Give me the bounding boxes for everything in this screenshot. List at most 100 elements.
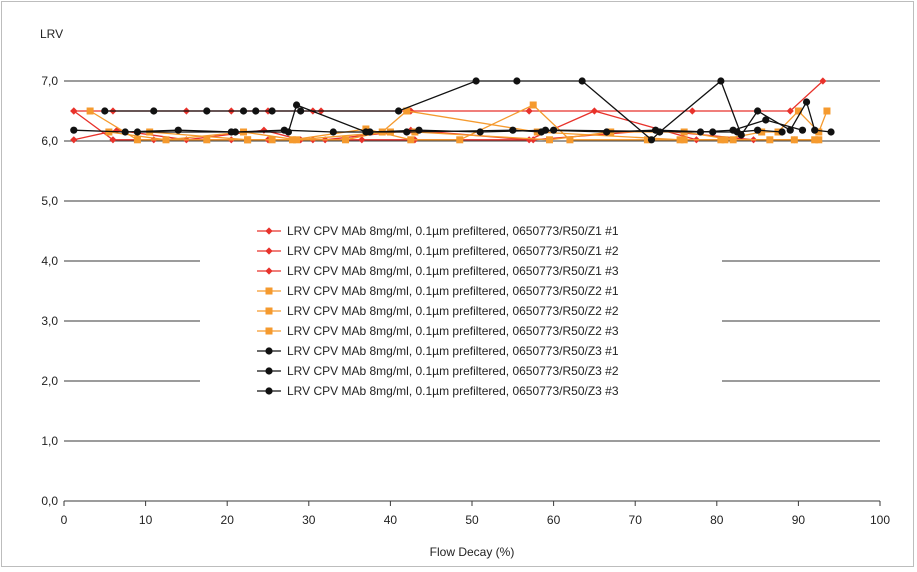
- data-point: [786, 126, 794, 134]
- legend-label: LRV CPV MAb 8mg/ml, 0.1µm prefiltered, 0…: [287, 384, 619, 398]
- data-point: [121, 128, 129, 136]
- axes: 0,0 1,0 2,0 3,0 4,0 5,0 6,0 7,0 0 10 20 30 40 50 60 70 8…: [41, 74, 890, 527]
- data-point: [546, 136, 554, 144]
- data-point: [729, 126, 737, 134]
- data-point: [203, 136, 211, 144]
- data-point: [476, 128, 484, 136]
- data-point: [362, 128, 370, 136]
- y-tick-label: 2,0: [41, 374, 58, 388]
- data-point: [252, 107, 260, 115]
- x-tick-label: 10: [139, 513, 153, 527]
- data-point: [150, 107, 158, 115]
- data-point: [203, 107, 211, 115]
- data-point: [754, 126, 762, 134]
- data-point: [456, 136, 464, 144]
- x-tick-label: 20: [221, 513, 235, 527]
- y-tick-label: 1,0: [41, 434, 58, 448]
- data-point: [268, 136, 276, 144]
- legend-label: LRV CPV MAb 8mg/ml, 0.1µm prefiltered, 0…: [287, 284, 619, 298]
- legend-label: LRV CPV MAb 8mg/ml, 0.1µm prefiltered, 0…: [287, 364, 619, 378]
- series-6: [146, 107, 831, 144]
- legend-label: LRV CPV MAb 8mg/ml, 0.1µm prefiltered, 0…: [287, 344, 619, 358]
- data-point: [729, 136, 737, 144]
- legend-marker: [265, 307, 273, 315]
- data-point: [717, 77, 725, 85]
- x-tick-label: 0: [61, 513, 68, 527]
- data-point: [227, 128, 235, 136]
- series-line: [137, 104, 803, 133]
- data-point: [292, 101, 301, 109]
- legend-marker: [265, 327, 273, 335]
- data-point: [342, 136, 350, 144]
- legend-marker: [265, 227, 273, 235]
- data-point: [529, 101, 537, 109]
- data-point: [133, 128, 142, 136]
- data-point: [603, 128, 611, 136]
- legend-item: LRV CPV MAb 8mg/ml, 0.1µm prefiltered, 0…: [257, 284, 619, 298]
- data-point: [778, 128, 786, 136]
- legend-label: LRV CPV MAb 8mg/ml, 0.1µm prefiltered, 0…: [287, 264, 619, 278]
- legend-item: LRV CPV MAb 8mg/ml, 0.1µm prefiltered, 0…: [257, 264, 619, 278]
- data-point: [717, 136, 725, 144]
- data-point: [529, 136, 537, 144]
- data-point: [415, 126, 423, 134]
- legend-label: LRV CPV MAb 8mg/ml, 0.1µm prefiltered, 0…: [287, 304, 619, 318]
- data-point: [676, 136, 684, 144]
- x-tick-label: 50: [465, 513, 479, 527]
- data-point: [239, 107, 248, 115]
- data-point: [403, 107, 411, 115]
- data-point: [284, 128, 292, 136]
- data-point: [811, 126, 819, 134]
- data-point: [737, 131, 745, 139]
- legend-label: LRV CPV MAb 8mg/ml, 0.1µm prefiltered, 0…: [287, 224, 619, 238]
- y-tick-label: 5,0: [41, 194, 58, 208]
- data-point: [537, 128, 545, 136]
- x-tick-label: 30: [302, 513, 316, 527]
- series-line: [149, 110, 828, 141]
- data-point: [566, 136, 574, 144]
- x-tick-label: 60: [547, 513, 561, 527]
- series-8: [101, 77, 835, 144]
- data-point: [827, 128, 835, 136]
- x-tick-label: 100: [870, 513, 890, 527]
- legend-item: LRV CPV MAb 8mg/ml, 0.1µm prefiltered, 0…: [257, 364, 619, 378]
- data-point: [550, 126, 558, 134]
- data-point: [174, 126, 182, 134]
- x-tick-label: 40: [384, 513, 398, 527]
- legend-box: [200, 218, 722, 430]
- data-point: [802, 98, 811, 106]
- data-point: [162, 136, 170, 144]
- data-point: [133, 136, 141, 144]
- legend-marker: [265, 387, 273, 395]
- legend-marker: [265, 287, 273, 295]
- data-point: [101, 107, 109, 115]
- data-point: [688, 107, 696, 115]
- legend-marker: [265, 367, 273, 375]
- data-point: [721, 136, 729, 144]
- data-point: [394, 107, 403, 115]
- data-point: [758, 128, 766, 136]
- legend-item: LRV CPV MAb 8mg/ml, 0.1µm prefiltered, 0…: [257, 384, 619, 398]
- data-point: [754, 107, 762, 115]
- y-axis-label: LRV: [40, 27, 63, 41]
- series-9: [133, 101, 807, 136]
- legend-item: LRV CPV MAb 8mg/ml, 0.1µm prefiltered, 0…: [257, 224, 619, 238]
- x-tick-label: 90: [792, 513, 806, 527]
- data-point: [329, 128, 337, 136]
- y-tick-label: 0,0: [41, 494, 58, 508]
- data-point: [260, 126, 268, 134]
- data-point: [819, 77, 827, 85]
- data-point: [709, 128, 717, 136]
- legend-marker: [265, 267, 273, 275]
- legend-label: LRV CPV MAb 8mg/ml, 0.1µm prefiltered, 0…: [287, 324, 619, 338]
- legend-item: LRV CPV MAb 8mg/ml, 0.1µm prefiltered, 0…: [257, 244, 619, 258]
- series-3: [70, 77, 827, 115]
- data-point: [647, 136, 656, 144]
- data-point: [86, 107, 94, 115]
- legend-item: LRV CPV MAb 8mg/ml, 0.1µm prefiltered, 0…: [257, 344, 619, 358]
- data-point: [786, 107, 794, 115]
- legend-marker: [265, 347, 273, 355]
- data-point: [472, 77, 480, 85]
- data-point: [696, 128, 705, 136]
